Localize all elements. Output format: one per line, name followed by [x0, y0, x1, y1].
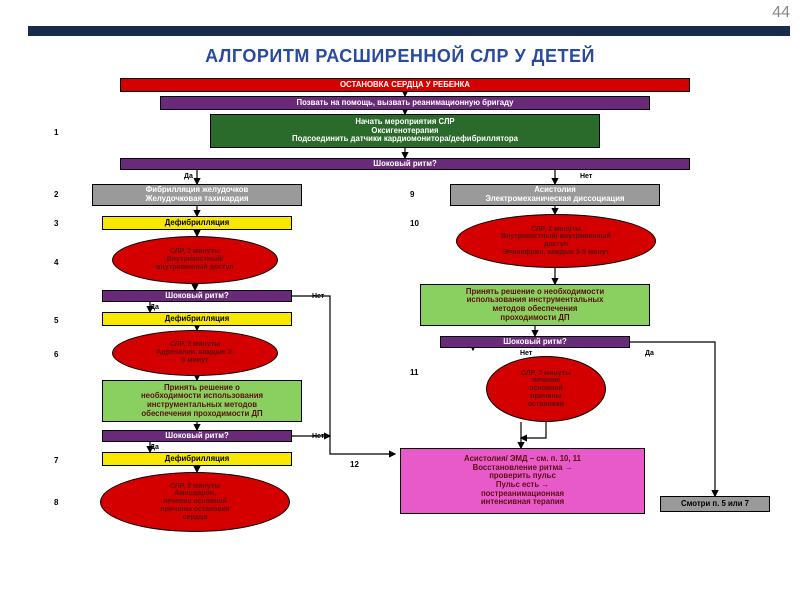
step-number-n4: 4 [54, 258, 58, 267]
label-daR: Да [645, 350, 654, 357]
label-da2: Да [150, 304, 159, 311]
ellipse-e10: СЛР, 2 минутыВнутрикостный/ внутривенный… [456, 214, 656, 268]
box-b_red_top: ОСТАНОВКА СЕРДЦА У РЕБЕНКА [120, 78, 690, 92]
box-b_defib3: Дефибрилляция [102, 452, 292, 466]
ellipse-e4: СЛР, 2 минутыВнутрикостный/внутривенный … [112, 236, 278, 284]
box-b_defib1: Дефибрилляция [102, 216, 292, 230]
flowchart-canvas: ОСТАНОВКА СЕРДЦА У РЕБЕНКА Позвать на пом… [20, 78, 780, 590]
box-b_asys: АсистолияЭлектромеханическая диссоциация [450, 184, 660, 206]
step-number-n10: 10 [410, 219, 419, 228]
box-b_see: Смотри п. 5 или 7 [660, 496, 770, 512]
step-number-n1: 1 [54, 128, 58, 137]
box-b_shock2: Шоковый ритм? [102, 290, 292, 302]
box-b_defib2: Дефибрилляция [102, 312, 292, 326]
label-net2: Нет [312, 293, 324, 300]
ellipse-e8: СЛР, 2 минутыАмиодарон,лечение основнойп… [100, 472, 290, 532]
box-b_shock3: Шоковый ритм? [102, 430, 292, 442]
label-da1: Да [184, 173, 193, 180]
box-b_start: Начать мероприятия СЛРОксигенотерапияПод… [210, 114, 600, 148]
header-bar [28, 26, 790, 36]
label-net3: Нет [312, 433, 324, 440]
label-netR: Нет [520, 350, 532, 357]
step-number-n11: 11 [410, 368, 418, 377]
box-b_shock1: Шоковый ритм? [120, 158, 690, 170]
step-number-n8: 8 [54, 498, 58, 507]
box-b_pink: Асистолия/ ЭМД – см. п. 10, 11Восстановл… [400, 448, 645, 514]
box-b_call: Позвать на помощь, вызвать реанимационну… [160, 96, 650, 110]
box-b_decide_l: Принять решение онеобходимости использов… [102, 380, 302, 422]
label-da3: Да [150, 444, 159, 451]
box-b_decide_r: Принять решение о необходимостииспользов… [420, 284, 650, 326]
label-net1: Нет [580, 173, 592, 180]
ellipse-e6: СЛР, 2 минутыАдреналин, каждые 3-5 минут [112, 330, 278, 376]
step-number-n6: 6 [54, 350, 58, 359]
step-number-n5: 5 [54, 316, 58, 325]
page-number: 44 [772, 4, 790, 22]
step-number-n12: 12 [350, 460, 359, 469]
diagram-title: АЛГОРИТМ РАСШИРЕННОЙ СЛР У ДЕТЕЙ [0, 46, 800, 67]
step-number-n9: 9 [410, 190, 414, 199]
box-b_shock_r: Шоковый ритм? [440, 336, 630, 348]
step-number-n3: 3 [54, 219, 58, 228]
step-number-n7: 7 [54, 456, 58, 465]
step-number-n2: 2 [54, 190, 58, 199]
box-b_fib: Фибрилляция желудочковЖелудочковая тахик… [92, 184, 302, 206]
ellipse-e11: СЛР, 2 минутылечениеосновнойпричиныостан… [486, 356, 606, 422]
